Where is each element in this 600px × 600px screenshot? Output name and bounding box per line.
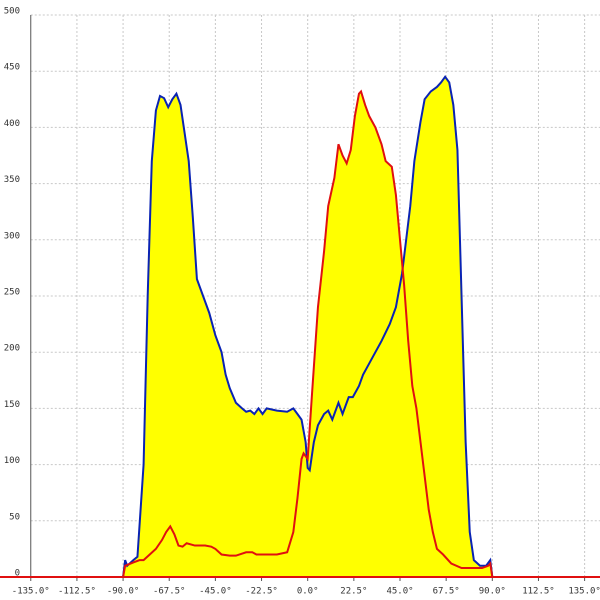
x-tick-label: 22.5° [340, 587, 367, 597]
x-tick-label: 45.0° [386, 587, 413, 597]
y-tick-label: 0 [15, 569, 20, 579]
y-tick-label: 100 [4, 456, 20, 466]
x-tick-label: -135.0° [12, 587, 50, 597]
x-tick-label: 0.0° [297, 587, 319, 597]
x-tick-label: 67.5° [433, 587, 460, 597]
y-tick-label: 250 [4, 288, 20, 298]
y-tick-label: 400 [4, 119, 20, 129]
series-line [122, 75, 494, 578]
y-tick-label: 50 [9, 512, 20, 522]
x-tick-label: 135.0° [568, 587, 600, 597]
y-tick-label: 500 [4, 7, 20, 17]
x-tick-label: 112.5° [522, 587, 555, 597]
x-tick-label: -22.5° [245, 587, 278, 597]
y-tick-label: 350 [4, 175, 20, 185]
x-tick-label: -67.5° [153, 587, 186, 597]
y-tick-label: 300 [4, 231, 20, 241]
x-tick-label: -90.0° [107, 587, 140, 597]
x-tick-label: -112.5° [58, 587, 96, 597]
area-fill [123, 91, 493, 578]
series-line [122, 89, 494, 578]
x-tick-label: 90.0° [479, 587, 506, 597]
x-tick-label: -45.0° [199, 587, 232, 597]
y-tick-label: 150 [4, 400, 20, 410]
y-tick-label: 450 [4, 63, 20, 73]
y-tick-label: 200 [4, 344, 20, 354]
